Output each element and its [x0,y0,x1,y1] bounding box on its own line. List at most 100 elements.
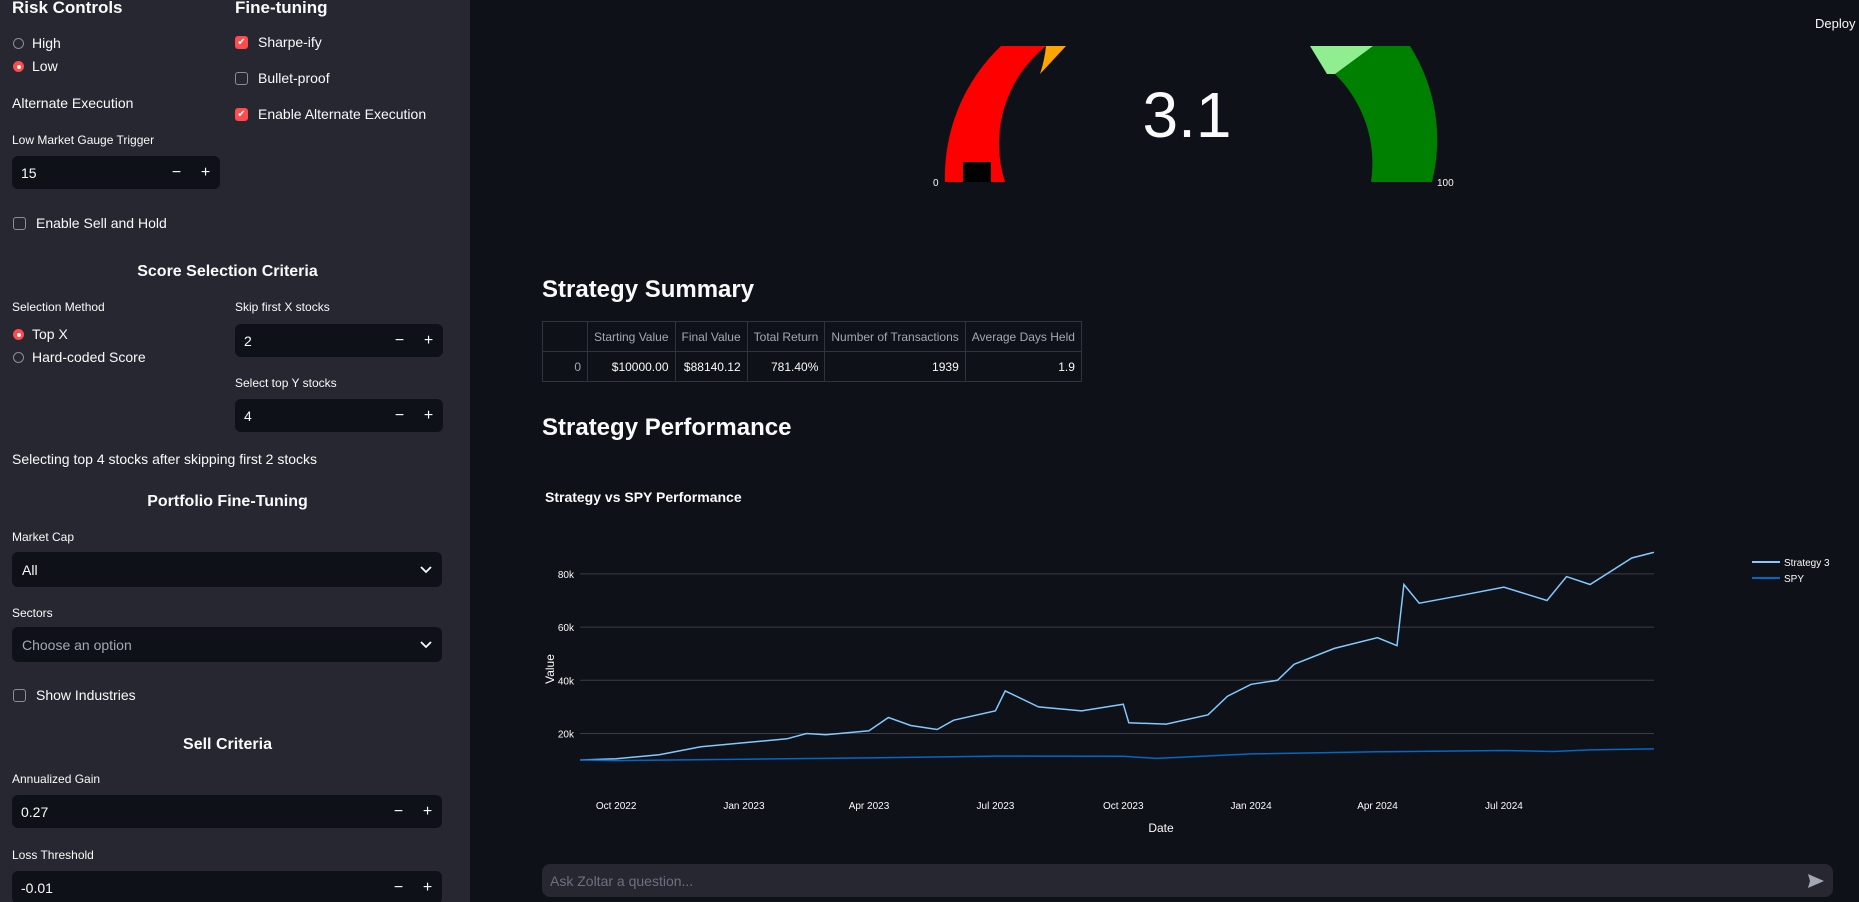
strategy-summary-table: Starting Value Final Value Total Return … [542,321,1082,382]
gauge-orange-segment [1001,46,1066,74]
decrement-button[interactable]: − [393,878,404,896]
select-top-stepper: 4 − + [235,399,443,432]
y-tick-label: 20k [558,729,575,740]
checkbox-label: Bullet-proof [258,70,330,86]
x-tick-label: Apr 2023 [849,801,890,812]
table-cell: 1.9 [964,351,1082,382]
market-cap-select[interactable]: All [12,552,442,587]
table-cell: 781.40% [746,351,826,382]
market-gauge: 0 100 3.1 [933,46,1454,189]
radio-label: Top X [32,326,68,342]
portfolio-fine-tuning-heading: Portfolio Fine-Tuning [147,493,308,510]
radio-circle-icon [13,351,24,363]
x-axis-label: Date [1148,821,1174,835]
increment-button[interactable]: + [423,406,434,424]
radio-selected-icon [13,328,24,340]
radio-label: High [32,35,61,51]
increment-button[interactable]: + [423,331,434,349]
legend-label: SPY [1784,574,1804,585]
sell-criteria-heading: Sell Criteria [183,736,272,753]
chat-input-bar: Ask Zoltar a question... [542,864,1833,897]
send-icon[interactable] [1807,873,1825,889]
radio-selected-icon [13,60,24,72]
checkbox-label: Sharpe-ify [258,34,322,50]
checkbox-sharpe-ify[interactable]: ✔ Sharpe-ify [235,34,322,50]
loss-threshold-label: Loss Threshold [12,848,94,862]
checkbox-label: Enable Sell and Hold [36,215,167,231]
fine-tuning-heading: Fine-tuning [235,0,328,17]
sectors-placeholder: Choose an option [22,636,132,653]
y-tick-label: 40k [558,676,575,687]
deploy-button[interactable]: Deploy [1815,16,1856,31]
decrement-button[interactable]: − [394,406,405,424]
radio-circle-icon [13,37,24,49]
sectors-select[interactable]: Choose an option [12,627,442,662]
table-cell: $88140.12 [674,351,748,382]
annualized-gain-stepper: 0.27 − + [12,795,442,828]
table-header-index [542,321,588,352]
radio-risk-high[interactable]: High [13,35,61,51]
low-gauge-trigger-input[interactable]: 15 [21,164,37,181]
series-line-spy [579,748,1655,762]
gauge-max-label: 100 [1437,178,1454,189]
sectors-label: Sectors [12,606,53,620]
radio-hard-coded-score[interactable]: Hard-coded Score [13,349,146,365]
x-tick-label: Apr 2024 [1357,801,1398,812]
checkbox-empty-icon [13,216,26,230]
checkbox-label: Enable Alternate Execution [258,106,427,122]
increment-button[interactable]: + [422,802,433,820]
annualized-gain-input[interactable]: 0.27 [21,803,49,820]
table-header[interactable]: Starting Value [587,321,676,352]
x-tick-label: Oct 2022 [596,801,637,812]
checkbox-show-industries[interactable]: Show Industries [13,687,136,703]
skip-first-input[interactable]: 2 [244,332,252,349]
strategy-performance-title: Strategy Performance [542,414,792,441]
select-top-input[interactable]: 4 [244,407,252,424]
x-tick-label: Jan 2023 [723,801,765,812]
checkbox-enable-alternate-execution[interactable]: ✔ Enable Alternate Execution [235,106,426,122]
y-tick-label: 80k [558,570,575,581]
table-row: 0 $10000.00 $88140.12 781.40% 1939 1.9 [542,351,1082,382]
increment-button[interactable]: + [422,878,433,896]
chat-input[interactable]: Ask Zoltar a question... [550,872,694,889]
x-tick-label: Jul 2023 [977,801,1015,812]
gauge-min-label: 0 [933,178,939,189]
decrement-button[interactable]: − [171,163,182,181]
decrement-button[interactable]: − [393,802,404,820]
chart-title: Strategy vs SPY Performance [545,489,742,505]
loss-threshold-input[interactable]: -0.01 [21,879,53,896]
x-tick-label: Oct 2023 [1103,801,1144,812]
gauge-needle [963,162,991,182]
legend-label: Strategy 3 [1784,558,1830,569]
table-header[interactable]: Total Return [746,321,826,352]
table-header-row: Starting Value Final Value Total Return … [542,321,1082,352]
checkbox-enable-sell-and-hold[interactable]: Enable Sell and Hold [13,215,167,231]
table-header[interactable]: Number of Transactions [824,321,966,352]
select-top-label: Select top Y stocks [235,376,337,390]
checkbox-checked-icon: ✔ [235,35,248,49]
alternate-execution-label: Alternate Execution [12,95,134,111]
gauge-lightgreen-segment [1310,46,1373,74]
x-tick-label: Jul 2024 [1485,801,1523,812]
selection-summary-text: Selecting top 4 stocks after skipping fi… [12,451,318,467]
checkbox-empty-icon [13,688,26,702]
checkbox-label: Show Industries [36,687,136,703]
sidebar: Risk Controls High Low Fine-tuning ✔ Sha… [0,0,470,902]
table-header[interactable]: Average Days Held [964,321,1082,352]
chevron-down-icon [420,640,432,648]
score-selection-heading: Score Selection Criteria [137,263,318,280]
table-header[interactable]: Final Value [674,321,748,352]
increment-button[interactable]: + [200,163,211,181]
skip-first-label: Skip first X stocks [235,300,330,314]
radio-risk-low[interactable]: Low [13,58,58,74]
annualized-gain-label: Annualized Gain [12,772,101,786]
radio-top-x[interactable]: Top X [13,326,68,342]
decrement-button[interactable]: − [394,331,405,349]
selection-method-label: Selection Method [12,300,105,314]
checkbox-bullet-proof[interactable]: Bullet-proof [235,70,330,86]
low-gauge-trigger-label: Low Market Gauge Trigger [12,133,155,147]
checkbox-empty-icon [235,71,248,85]
radio-label: Low [32,58,58,74]
table-cell-index: 0 [542,351,588,382]
gauge-red-segment [944,46,1046,182]
